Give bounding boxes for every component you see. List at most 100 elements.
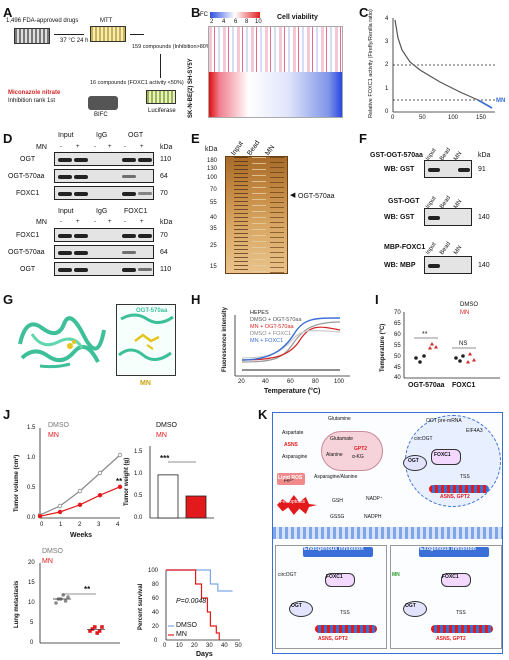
- f-kda-label: kDa: [478, 152, 491, 159]
- f-b1-kda: 91: [478, 166, 486, 173]
- exo-panel: [390, 545, 502, 649]
- drugs-label: 1,496 FDA-approved drugs: [6, 18, 79, 24]
- d-sign: -: [60, 219, 62, 225]
- tv-point: [77, 502, 83, 507]
- i-ytick: 70: [394, 310, 401, 316]
- e-marker: 100: [207, 175, 218, 181]
- i-mn-points: [428, 342, 476, 364]
- k-asns: ASNS: [284, 442, 298, 448]
- k-premrna: OGT pre-mRNA: [426, 418, 462, 424]
- arrow-1: [54, 34, 84, 35]
- d-top-col: OGT: [128, 132, 144, 139]
- f-col: Bead: [439, 241, 453, 256]
- i-ytick: 40: [394, 375, 401, 381]
- c-xtick: 100: [448, 115, 459, 121]
- d-sign: +: [76, 144, 80, 150]
- f-blot-1: [424, 160, 472, 178]
- silver-gel: [225, 156, 288, 274]
- c-ytick: 3: [385, 39, 389, 45]
- h-xtick: 20: [238, 379, 245, 385]
- tv-point: [37, 514, 43, 519]
- lm-ylabel: Lung metastasis: [14, 580, 20, 628]
- tv-line-dmso: [39, 454, 121, 516]
- d-blot-ogt570: [54, 169, 154, 183]
- k-foxc1: FOXC1: [434, 452, 451, 458]
- k-exo-ogt: OGT: [405, 603, 416, 609]
- k-endo-genes: ASNS, GPT2: [318, 636, 348, 642]
- ps-ylabel: Percent survival: [138, 583, 144, 630]
- d-sign: -: [124, 219, 126, 225]
- i-ytick: 60: [394, 332, 401, 338]
- panel-label-j: J: [3, 407, 11, 422]
- lm-point-mn: [100, 625, 104, 629]
- tv-line-mn: [39, 486, 121, 517]
- ps-xlabel: Days: [196, 651, 213, 658]
- f-b2-kda: 140: [478, 214, 490, 221]
- heatmap-row-2: [209, 72, 342, 117]
- tv-point: [57, 509, 63, 515]
- k-eif4a3: EIF4A3: [466, 428, 483, 434]
- lm-point-mn: [97, 629, 102, 633]
- dna-helix: [429, 485, 489, 493]
- ps-xtick: 40: [221, 643, 228, 649]
- c-xtick: 50: [419, 115, 426, 121]
- ps-xtick: 10: [176, 643, 183, 649]
- c-ytick: 4: [385, 16, 389, 22]
- lm-legend-dmso: DMSO: [42, 548, 63, 555]
- d-top-col: IgG: [96, 132, 108, 139]
- ps-xtick: 0: [163, 643, 167, 649]
- d-kda: 64: [160, 249, 168, 256]
- fc-label: FC: [200, 12, 208, 18]
- d-sign: -: [94, 144, 96, 150]
- mitochondrion: [321, 431, 383, 471]
- fc-tick: 6: [234, 19, 238, 25]
- lm-point-dmso: [66, 595, 70, 599]
- pathway-diagram: [272, 412, 503, 654]
- k-gpt2: GPT2: [354, 446, 368, 452]
- exo-dna: [431, 625, 493, 633]
- k-endo-tss: TSS: [340, 610, 350, 616]
- fc-tick: 4: [222, 19, 226, 25]
- e-arrow: ◀: [290, 192, 296, 199]
- tv-point: [97, 470, 103, 476]
- k-exo: Exogenous inhibition: [420, 546, 476, 552]
- c-ytick: 0: [385, 109, 389, 115]
- c159-label: 159 compounds (Inhibition>80%): [132, 44, 213, 50]
- d-kda-label: kDa: [160, 144, 173, 151]
- d-kda: 110: [160, 266, 172, 273]
- d-row-label: OGT-570aa: [8, 173, 45, 180]
- tv-point: [57, 503, 63, 509]
- panel-label-d: D: [3, 131, 13, 146]
- g-ogt-label: OGT-570aa: [136, 308, 168, 314]
- k-nadph: NADPH: [364, 514, 382, 520]
- d-bottom-col: IgG: [96, 208, 108, 215]
- arrow-3: [160, 54, 161, 78]
- k-ferro: Ferroptosis: [280, 499, 306, 505]
- i-legend-dmso: DMSO: [460, 302, 478, 308]
- k-gsh: GSH: [332, 498, 343, 504]
- tv-point: [117, 452, 123, 458]
- d-row-label: FOXC1: [16, 232, 40, 239]
- panel-label-k: K: [258, 407, 268, 422]
- ps-curve-mn: [166, 569, 220, 640]
- lm-ytick: 15: [28, 580, 35, 586]
- heatmap-title: Cell viability: [277, 14, 318, 21]
- c-mn-label: MN: [496, 98, 506, 104]
- e-marker: 40: [210, 215, 217, 221]
- k-alanine: Alanine: [326, 452, 343, 458]
- k-ogt: OGT: [408, 458, 419, 464]
- d-kda: 64: [160, 173, 168, 180]
- d-kda-label: kDa: [160, 219, 173, 226]
- h-xtick: 100: [334, 379, 345, 385]
- k-exo-foxc1: FOXC1: [442, 574, 459, 580]
- tv-xtick: 4: [116, 522, 120, 528]
- lm-point-mn: [88, 629, 92, 633]
- d-sign: -: [60, 144, 62, 150]
- protein-structure: [12, 306, 112, 376]
- lm-point-mn: [90, 627, 95, 631]
- ps-ytick: 40: [152, 610, 159, 616]
- tv-legend-dmso: DMSO: [48, 422, 69, 429]
- k-nadp: NADP⁺: [366, 496, 383, 502]
- d-kda: 70: [160, 190, 168, 197]
- h-xtick: 60: [287, 379, 294, 385]
